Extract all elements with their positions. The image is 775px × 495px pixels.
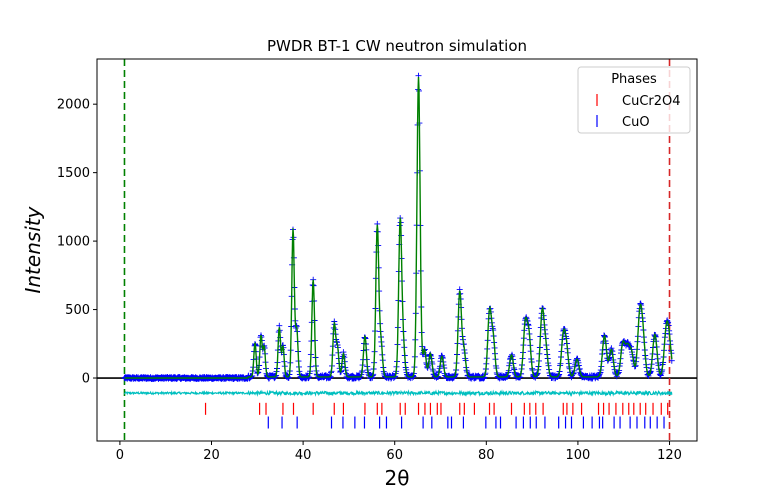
x-tick-label: 0 [116,448,124,463]
y-tick-label: 1000 [57,235,90,250]
x-tick-label: 20 [203,448,220,463]
legend-entry-cuo: CuO [622,115,650,130]
reflection-ticks-cuo [267,416,665,429]
plot-frame [96,58,698,442]
difference-curve [123,389,673,398]
chart-title: PWDR BT-1 CW neutron simulation [267,37,527,55]
x-tick-label: 40 [295,448,312,463]
legend-title: Phases [611,72,657,87]
axes: 0 20 40 60 80 100 120 0 500 1000 1500 2000 [57,58,698,463]
y-tick-label: 500 [65,303,90,318]
x-tick-label: 100 [566,448,591,463]
calculated-profile-line [124,76,673,379]
reflection-ticks-cucr2o4 [204,402,669,415]
x-tick-label: 60 [386,448,403,463]
y-tick-label: 1500 [57,166,90,181]
x-tick-label: 120 [657,448,682,463]
x-tick-label: 80 [478,448,495,463]
legend-box [577,66,691,134]
x-axis-label: 2θ [385,466,410,490]
legend-entry-cucr2o4: CuCr2O4 [622,94,681,109]
legend: Phases CuCr2O4 CuO [577,66,691,134]
plot-clipped-group [97,59,697,441]
plot-area [97,59,697,441]
y-tick-label: 2000 [57,98,90,113]
y-tick-label: 0 [82,372,90,387]
y-axis-label: Intensity [21,205,45,293]
